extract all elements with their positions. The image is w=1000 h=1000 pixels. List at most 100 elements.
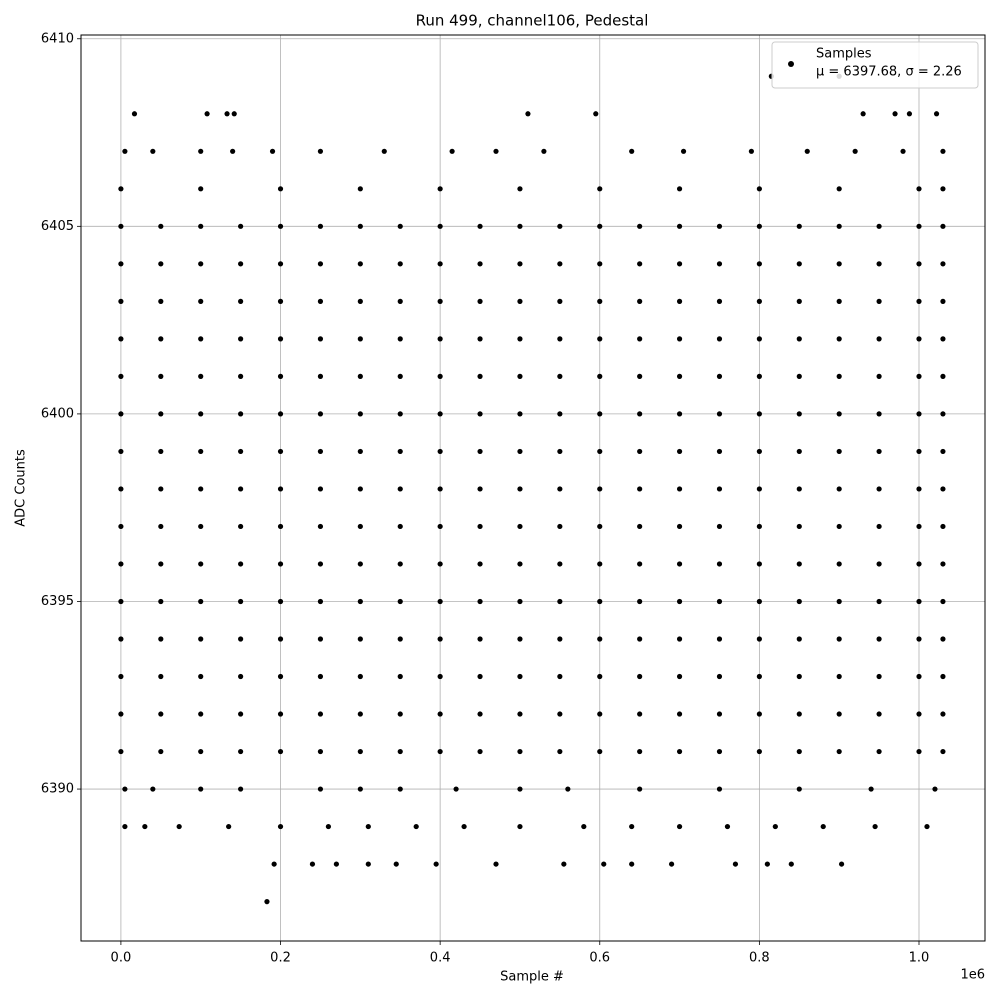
point: [836, 636, 842, 642]
point: [198, 748, 204, 755]
point: [397, 561, 403, 567]
point: [557, 748, 563, 755]
point: [517, 636, 523, 642]
x-tick-label: 0.2: [270, 951, 291, 966]
point: [836, 711, 842, 717]
point: [397, 486, 403, 492]
point: [597, 373, 603, 379]
point: [397, 223, 403, 229]
point: [796, 261, 802, 267]
point: [317, 561, 324, 567]
point: [317, 261, 324, 267]
point: [317, 786, 324, 792]
point: [158, 411, 164, 417]
point: [876, 373, 882, 379]
point: [198, 336, 204, 342]
y-tick-label: 6400: [41, 406, 74, 421]
point: [597, 411, 603, 417]
point: [557, 598, 563, 605]
point: [676, 186, 683, 192]
point: [876, 636, 882, 642]
point: [804, 148, 810, 154]
point: [277, 598, 284, 605]
legend-label: Samples: [816, 47, 872, 62]
point: [916, 486, 922, 492]
point: [796, 636, 802, 642]
point: [557, 561, 563, 567]
point: [271, 861, 277, 867]
point: [437, 448, 443, 455]
point: [940, 298, 946, 304]
point: [365, 823, 371, 830]
point: [565, 786, 571, 792]
point: [357, 223, 363, 229]
point: [357, 561, 363, 567]
point: [277, 411, 284, 417]
point: [317, 336, 324, 342]
point: [397, 523, 403, 530]
point: [597, 636, 603, 642]
point: [118, 261, 124, 267]
point: [477, 636, 483, 642]
axes: 0.0 0.2 0.4 0.6 0.8 1.0 6390 6395 6400 6405 6410: [41, 31, 929, 965]
point: [397, 748, 403, 755]
point: [876, 486, 882, 492]
point: [122, 786, 128, 792]
point: [198, 523, 204, 530]
point: [238, 673, 244, 680]
point: [357, 486, 363, 492]
point: [317, 523, 324, 530]
point: [680, 148, 687, 154]
point: [597, 186, 603, 192]
point: [277, 561, 284, 567]
point: [876, 223, 882, 229]
point: [437, 486, 443, 492]
point: [198, 636, 204, 642]
point: [158, 298, 164, 304]
point: [277, 636, 284, 642]
point: [836, 523, 842, 530]
x-tick-label: 0.0: [111, 951, 132, 966]
point: [277, 523, 284, 530]
point: [277, 298, 284, 304]
point: [397, 598, 403, 605]
point: [601, 861, 607, 867]
point: [916, 298, 922, 304]
point: [940, 223, 946, 229]
point: [158, 673, 164, 680]
point: [716, 298, 723, 304]
point: [597, 748, 603, 755]
point: [597, 223, 603, 229]
point: [756, 223, 762, 229]
point: [629, 823, 635, 830]
legend: Samples μ = 6397.68, σ = 2.26: [771, 41, 979, 89]
point: [238, 748, 244, 755]
point: [264, 899, 270, 905]
point: [637, 336, 643, 342]
point: [238, 636, 244, 642]
points: [118, 73, 946, 905]
point: [198, 486, 204, 492]
point: [158, 561, 164, 567]
point: [437, 223, 443, 229]
point: [561, 861, 567, 867]
point: [716, 448, 723, 455]
point: [158, 636, 164, 642]
point: [637, 298, 643, 304]
point: [637, 411, 643, 417]
point: [796, 598, 802, 605]
point: [597, 673, 603, 680]
point: [118, 373, 124, 379]
point: [852, 148, 858, 154]
point: [716, 673, 723, 680]
point: [477, 748, 483, 755]
y-tick-label: 6395: [41, 594, 74, 609]
point: [868, 786, 874, 792]
point: [224, 111, 230, 117]
point: [118, 486, 124, 492]
point: [916, 223, 922, 229]
point: [453, 786, 459, 792]
point: [413, 823, 419, 830]
point: [122, 823, 128, 830]
